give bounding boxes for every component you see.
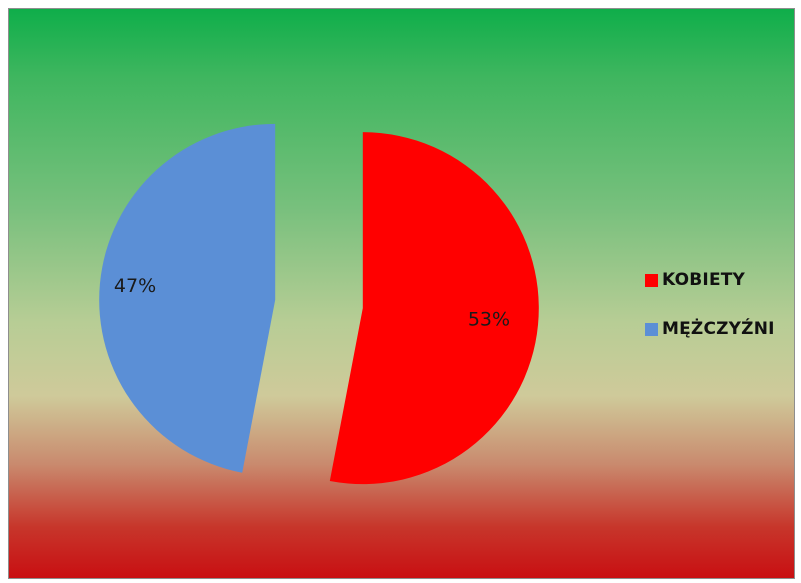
legend-swatch-kobiety (645, 273, 658, 287)
legend-item-kobiety: KOBIETY (645, 268, 775, 292)
legend-swatch-mezczyzni (645, 322, 658, 336)
data-label-kobiety: 53% (468, 309, 510, 331)
pie-chart: 53% 47% (99, 123, 539, 485)
data-label-mężczyźni: 47% (114, 275, 156, 297)
chart-area: 53% 47% KOBIETY MĘŻCZYŹNI (8, 8, 795, 579)
legend-label-mezczyzni: MĘŻCZYŹNI (662, 319, 775, 339)
pie-slice-mężczyźni (99, 123, 276, 473)
legend-label-kobiety: KOBIETY (662, 270, 746, 290)
legend-item-mezczyzni: MĘŻCZYŹNI (645, 317, 775, 341)
legend: KOBIETY MĘŻCZYŹNI (645, 268, 775, 366)
pie-slice-kobiety (329, 132, 539, 485)
